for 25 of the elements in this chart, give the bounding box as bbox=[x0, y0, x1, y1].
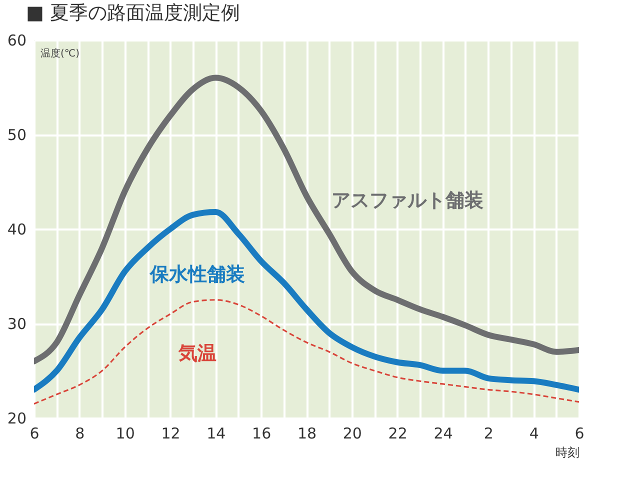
chart-title: ■ 夏季の路面温度測定例 bbox=[26, 2, 240, 24]
x-tick-label: 6 bbox=[574, 424, 584, 442]
x-tick-label: 10 bbox=[116, 424, 135, 442]
x-tick-label: 2 bbox=[484, 424, 494, 442]
y-tick-label: 40 bbox=[7, 220, 26, 238]
x-tick-label: 8 bbox=[75, 424, 85, 442]
x-tick-label: 16 bbox=[252, 424, 272, 442]
y-tick-label: 50 bbox=[7, 126, 26, 144]
x-tick-label: 6 bbox=[30, 424, 40, 442]
series-label: 気温 bbox=[178, 342, 216, 365]
y-tick-label: 20 bbox=[7, 410, 26, 428]
x-tick-label: 24 bbox=[434, 424, 453, 442]
y-axis-title: 温度(℃) bbox=[40, 48, 80, 60]
x-axis-title: 時刻 bbox=[556, 446, 580, 460]
x-tick-label: 22 bbox=[388, 424, 408, 442]
x-tick-label: 12 bbox=[161, 424, 180, 442]
x-tick-label: 4 bbox=[529, 424, 539, 442]
series-label: 保水性舗装 bbox=[149, 263, 245, 286]
x-tick-label: 20 bbox=[342, 424, 362, 442]
x-tick-label: 14 bbox=[206, 424, 226, 442]
y-tick-label: 30 bbox=[7, 315, 26, 333]
y-tick-label: 60 bbox=[7, 32, 26, 50]
x-tick-label: 18 bbox=[297, 424, 317, 442]
line-series bbox=[34, 299, 579, 405]
series-label: アスファルト舗装 bbox=[331, 190, 484, 212]
